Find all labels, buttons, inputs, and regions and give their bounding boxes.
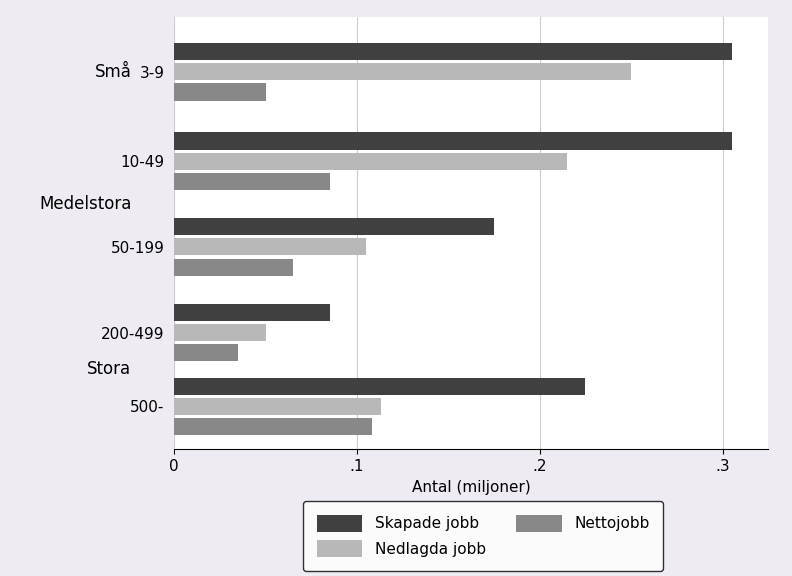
Bar xyxy=(174,259,293,276)
Bar xyxy=(174,218,494,235)
Text: Stora: Stora xyxy=(87,361,131,378)
Bar xyxy=(174,378,585,395)
Bar xyxy=(174,418,371,435)
Bar xyxy=(174,43,732,60)
Text: Små: Små xyxy=(94,63,131,81)
X-axis label: Antal (miljoner): Antal (miljoner) xyxy=(412,480,531,495)
Bar xyxy=(174,344,238,361)
Text: Medelstora: Medelstora xyxy=(39,195,131,213)
Bar xyxy=(174,238,366,256)
Bar xyxy=(174,173,329,190)
Legend: Skapade jobb, Nedlagda jobb, Nettojobb: Skapade jobb, Nedlagda jobb, Nettojobb xyxy=(303,501,664,571)
Bar xyxy=(174,304,329,321)
Bar xyxy=(174,63,631,80)
Bar xyxy=(174,132,732,150)
Bar xyxy=(174,153,567,170)
Bar xyxy=(174,398,381,415)
Bar xyxy=(174,84,265,101)
Bar xyxy=(174,324,265,341)
